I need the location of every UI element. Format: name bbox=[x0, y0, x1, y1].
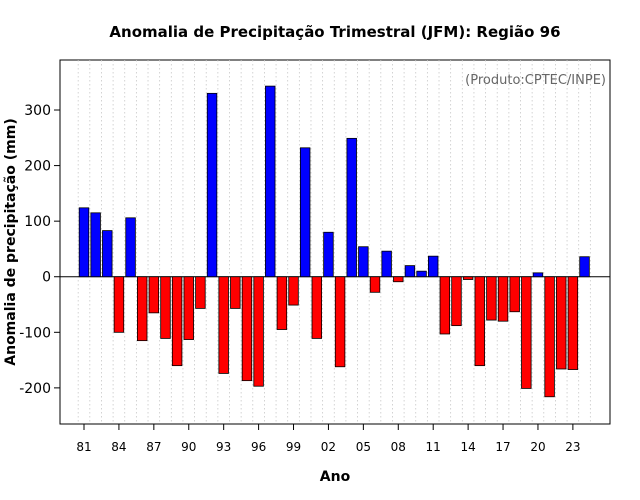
bar-1985 bbox=[125, 217, 136, 278]
bar-2003 bbox=[334, 276, 346, 368]
y-tick-label: -200 bbox=[19, 381, 51, 397]
bar-1992 bbox=[206, 92, 218, 278]
plot-frame bbox=[59, 59, 611, 425]
bar-1995 bbox=[241, 276, 253, 382]
x-tick-label: 11 bbox=[426, 440, 441, 454]
bar-2014 bbox=[462, 276, 474, 280]
bar-2012 bbox=[439, 276, 451, 335]
y-tick-label: -100 bbox=[19, 325, 51, 341]
bar-2001 bbox=[311, 276, 323, 339]
credit-label: (Produto:CPTEC/INPE) bbox=[465, 73, 606, 88]
bar-2000 bbox=[299, 147, 311, 278]
bar-2002 bbox=[323, 231, 334, 278]
y-tick-label: 200 bbox=[24, 159, 51, 175]
bar-2015 bbox=[474, 276, 485, 367]
x-tick-label: 81 bbox=[76, 440, 91, 454]
x-tick-label: 02 bbox=[321, 440, 336, 454]
bar-1986 bbox=[136, 276, 148, 342]
bar-1983 bbox=[102, 230, 113, 278]
x-tick-label: 23 bbox=[565, 440, 580, 454]
bars bbox=[78, 85, 590, 398]
bar-1994 bbox=[230, 276, 241, 309]
x-tick-label: 20 bbox=[530, 440, 545, 454]
bar-1990 bbox=[183, 276, 194, 340]
x-tick-label: 93 bbox=[216, 440, 231, 454]
bar-2022 bbox=[556, 276, 567, 370]
bar-2011 bbox=[427, 255, 439, 278]
bar-2018 bbox=[509, 276, 520, 313]
y-axis-label: Anomalia de precipitação (mm) bbox=[3, 118, 19, 365]
grid-lines bbox=[77, 60, 591, 424]
x-tick-label: 90 bbox=[181, 440, 196, 454]
bar-1981 bbox=[78, 207, 90, 278]
bar-1988 bbox=[160, 276, 171, 339]
bar-2008 bbox=[393, 276, 404, 283]
bar-2005 bbox=[358, 246, 369, 278]
x-tick-label: 84 bbox=[111, 440, 126, 454]
bar-2004 bbox=[346, 137, 357, 278]
bar-2007 bbox=[381, 250, 392, 278]
bar-1989 bbox=[171, 276, 183, 367]
x-tick-label: 17 bbox=[495, 440, 510, 454]
bar-1999 bbox=[288, 276, 299, 306]
x-tick-label: 99 bbox=[286, 440, 301, 454]
chart-title: Anomalia de Precipitação Trimestral (JFM… bbox=[109, 23, 560, 41]
y-tick-label: 300 bbox=[24, 103, 51, 119]
bar-1982 bbox=[90, 212, 101, 278]
x-tick-label: 96 bbox=[251, 440, 266, 454]
bar-2009 bbox=[404, 265, 416, 278]
bar-1984 bbox=[113, 276, 125, 333]
y-axis: -200 -100 0 100 200 300 bbox=[19, 103, 60, 397]
bar-2024 bbox=[579, 256, 590, 278]
x-axis: 81 84 87 90 93 96 99 02 05 08 11 14 17 20 23 bbox=[76, 424, 581, 454]
bar-2023 bbox=[567, 276, 579, 370]
bar-2016 bbox=[486, 276, 497, 321]
bar-2019 bbox=[521, 276, 532, 389]
x-tick-label: 14 bbox=[460, 440, 475, 454]
x-tick-label: 05 bbox=[356, 440, 371, 454]
y-tick-label: 100 bbox=[24, 214, 51, 230]
y-tick-label: 0 bbox=[42, 270, 51, 286]
bar-2010 bbox=[416, 270, 427, 278]
bar-1993 bbox=[218, 276, 229, 374]
bar-1996 bbox=[253, 276, 264, 387]
x-tick-label: 08 bbox=[391, 440, 406, 454]
bar-1998 bbox=[276, 276, 288, 330]
bar-2006 bbox=[369, 276, 381, 293]
bar-2017 bbox=[497, 276, 509, 322]
bar-2020 bbox=[532, 272, 544, 278]
x-tick-label: 87 bbox=[146, 440, 161, 454]
x-axis-label: Ano bbox=[320, 469, 351, 485]
bar-2013 bbox=[451, 276, 462, 327]
bar-1997 bbox=[265, 85, 276, 278]
bar-1987 bbox=[148, 276, 160, 314]
bar-2021 bbox=[544, 276, 555, 398]
bar-1991 bbox=[195, 276, 206, 309]
